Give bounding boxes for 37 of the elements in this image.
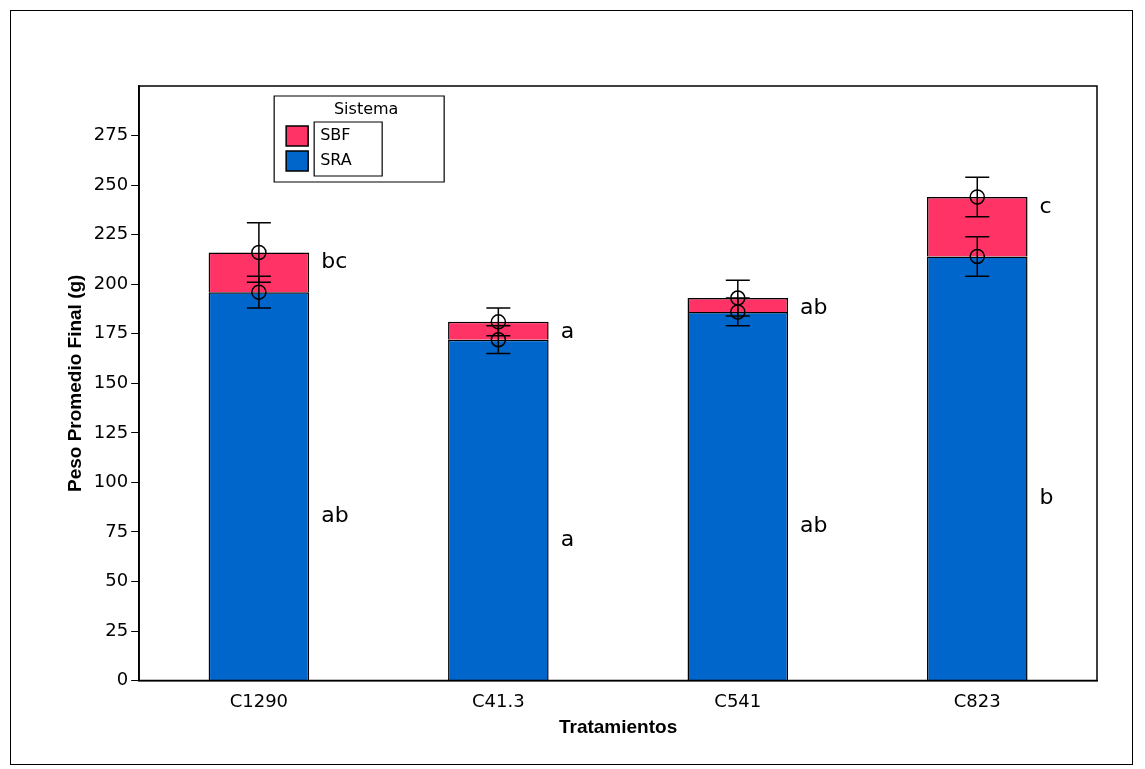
y-tick-label: 75: [105, 519, 129, 541]
y-tick-label: 275: [93, 123, 129, 145]
x-tick-label: C541: [714, 690, 762, 712]
annotation: a: [560, 525, 575, 551]
point: [490, 331, 507, 348]
y-tick-label: 200: [93, 271, 129, 293]
annotation: bc: [321, 248, 348, 274]
legend-title: Sistema: [333, 99, 399, 119]
point: [969, 189, 986, 205]
x-axis-title: Tratamientos: [558, 715, 678, 737]
annotation: c: [1039, 192, 1052, 218]
y-tick-label: 175: [93, 321, 129, 343]
point: [251, 284, 267, 300]
point: [730, 290, 746, 306]
point: [251, 244, 267, 261]
y-tick-label: 25: [105, 618, 129, 640]
x-tick-label: C823: [953, 690, 1001, 712]
x-tick-label: C41.3: [472, 690, 525, 712]
y-tick-label: 100: [93, 470, 129, 492]
y-tick-label: 250: [93, 172, 129, 194]
annotation: b: [1039, 483, 1054, 509]
y-tick-label: 225: [93, 222, 129, 244]
annotation: a: [560, 317, 575, 343]
legend-label: SBF: [320, 125, 351, 145]
annotation: ab: [800, 511, 828, 537]
y-tick-label: 150: [93, 370, 129, 392]
point: [490, 314, 507, 330]
y-tick-label: 50: [105, 569, 129, 591]
y-axis-title: Peso Promedio Final (g): [63, 274, 85, 493]
annotation: ab: [321, 501, 349, 527]
point: [730, 304, 746, 320]
y-tick-label: 125: [93, 420, 129, 442]
x-tick-label: C1290: [229, 690, 289, 712]
legend-label: SRA: [320, 150, 352, 170]
point: [969, 248, 986, 265]
y-tick-label: 0: [116, 668, 129, 690]
annotation: ab: [800, 293, 828, 319]
